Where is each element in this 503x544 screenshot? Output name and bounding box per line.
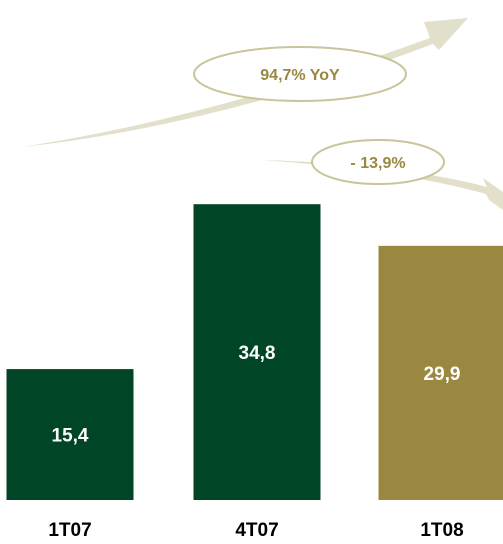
value-label-1t08: 29,9: [424, 364, 461, 385]
qoq-callout: - 13,9%: [311, 139, 445, 185]
value-labels-group: 15,4 34,8 29,9: [52, 343, 461, 446]
category-label-4t07: 4T07: [235, 520, 278, 541]
bar-1t07: [6, 369, 134, 500]
bar-1t08: [378, 245, 503, 500]
bar-4t07: [193, 204, 321, 500]
category-label-1t07: 1T07: [48, 520, 91, 541]
yoy-callout-text: 94,7% YoY: [260, 67, 340, 84]
category-labels-group: 1T07 4T07 1T08: [48, 520, 463, 541]
yoy-callout: 94,7% YoY: [193, 46, 407, 102]
qoq-callout-text: - 13,9%: [350, 155, 405, 172]
value-label-1t07: 15,4: [52, 426, 89, 447]
value-label-4t07: 34,8: [239, 343, 276, 364]
bars-group: [6, 204, 503, 500]
category-label-1t08: 1T08: [420, 520, 463, 541]
